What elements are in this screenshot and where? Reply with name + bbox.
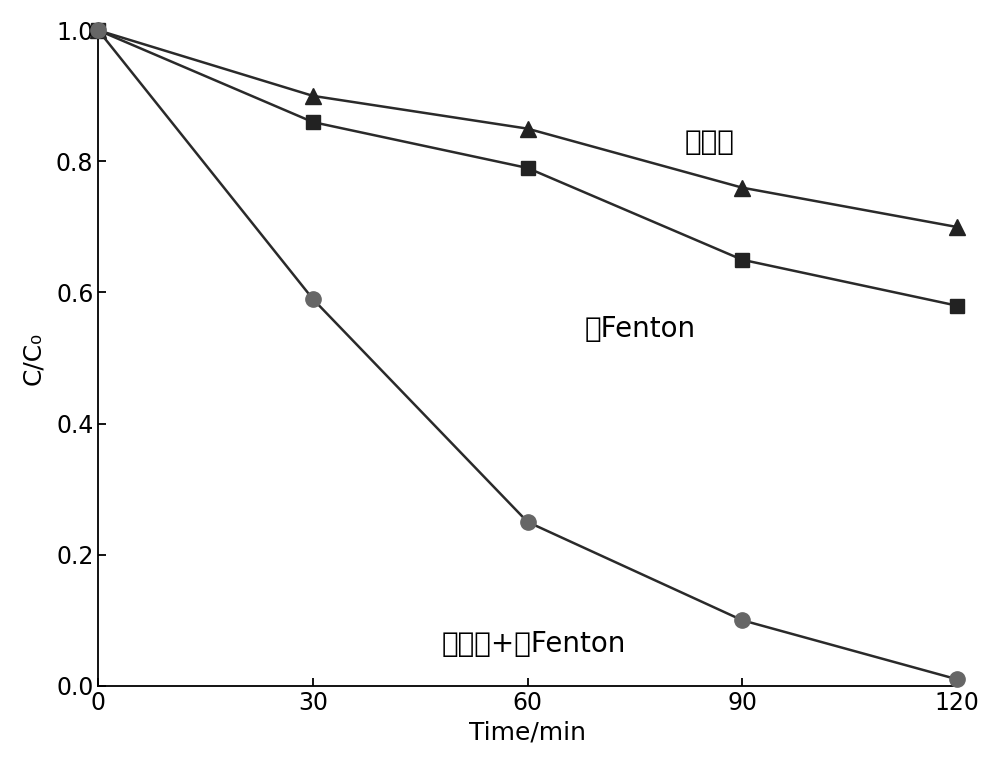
X-axis label: Time/min: Time/min	[469, 720, 586, 744]
Text: 紫外光+电Fenton: 紫外光+电Fenton	[442, 630, 626, 658]
Text: 紫外光: 紫外光	[685, 128, 735, 156]
Y-axis label: C/C₀: C/C₀	[21, 331, 45, 385]
Text: 电Fenton: 电Fenton	[585, 315, 696, 343]
